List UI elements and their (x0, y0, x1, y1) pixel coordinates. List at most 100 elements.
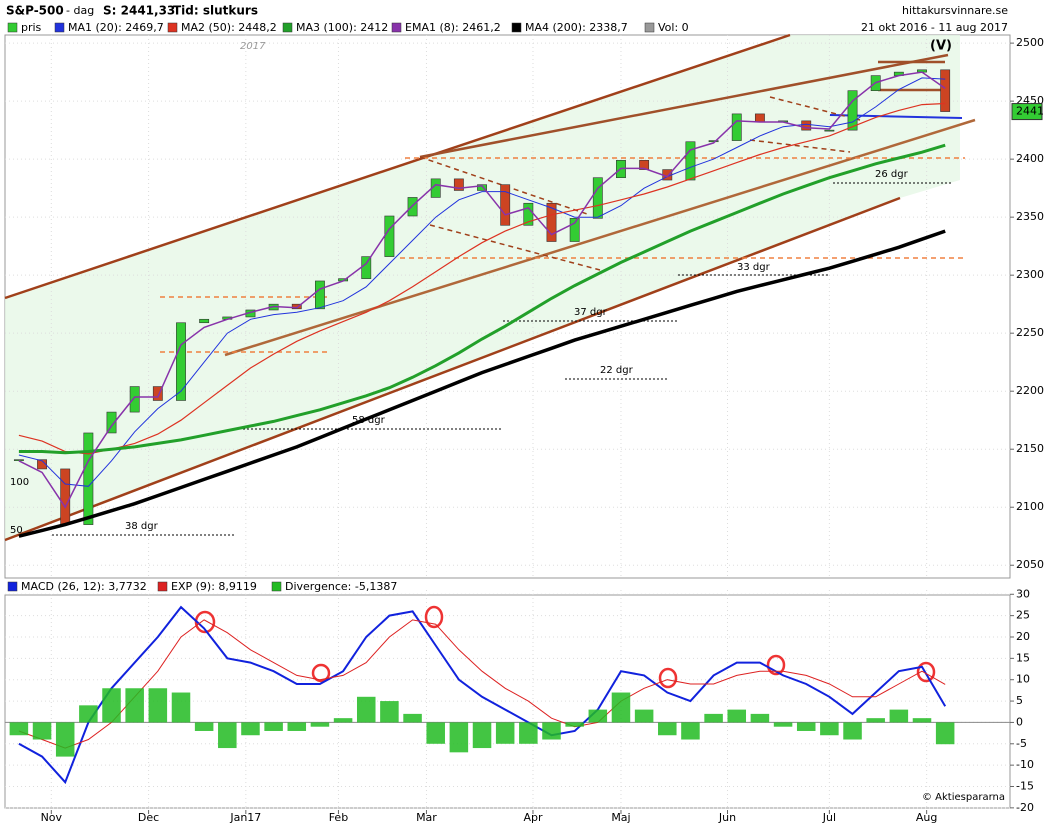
histogram-bar (148, 688, 168, 723)
indicator-line (18, 77, 946, 487)
histogram-bar (194, 722, 214, 731)
x-tick-label: Dec (138, 811, 159, 824)
histogram-bar (866, 718, 885, 723)
candle (708, 140, 719, 143)
circle (766, 654, 786, 676)
y-tick-label: 0 (1016, 715, 1023, 728)
annotation: 26 dgr (875, 169, 909, 180)
histogram-bar (912, 718, 932, 723)
histogram-bar (125, 688, 144, 723)
legend-swatch (511, 22, 522, 33)
histogram-bar (55, 722, 75, 757)
histogram-bar (519, 722, 538, 744)
close-label: S: 2441,33 (103, 4, 175, 18)
histogram-bar (588, 709, 608, 723)
histogram-bar (634, 709, 654, 723)
circle (658, 667, 678, 689)
x-tick-label: Mar (416, 811, 437, 824)
candle (60, 468, 71, 525)
legend-label: EMA1 (8): 2461,2 (405, 21, 501, 34)
histogram-bar (426, 722, 445, 744)
legend-label: pris (21, 21, 42, 34)
legend-label: Vol: 0 (658, 21, 689, 34)
candle (176, 322, 186, 401)
dashed-trend (419, 156, 591, 216)
candle (824, 129, 835, 132)
y-tick-label: 5 (1016, 694, 1023, 707)
legend-swatch (157, 581, 168, 592)
annotation: 33 dgr (737, 262, 771, 273)
candle (847, 90, 858, 131)
histogram-bar (449, 722, 469, 753)
indicator-line (18, 143, 946, 455)
indicator-line (18, 605, 947, 785)
y-tick-label: 20 (1016, 630, 1030, 643)
annotation: 38 dgr (125, 521, 159, 532)
x-tick-label: Jul (822, 811, 836, 824)
candle (291, 303, 302, 310)
ticker-title: S&P-500 (6, 4, 64, 18)
annotation: 58 dgr (352, 415, 386, 426)
dashed-trend (749, 139, 851, 153)
source: hittakursvinnare.se (902, 4, 1008, 17)
histogram-bar (727, 709, 747, 723)
histogram-bar (287, 722, 307, 731)
trend-line (4, 196, 901, 542)
legend-swatch (7, 581, 18, 592)
candle (801, 120, 812, 131)
candle (152, 386, 163, 401)
annotation: 2017 (240, 41, 266, 52)
candle (13, 459, 24, 461)
histogram-bar (820, 722, 839, 736)
indicator-line (18, 102, 946, 455)
x-tick-label: Jan17 (229, 811, 261, 824)
histogram-bar (9, 722, 29, 736)
y-tick-label: 2300 (1016, 268, 1044, 281)
last-value-tag (1011, 103, 1043, 121)
trend-line (419, 53, 949, 159)
histogram-bar (218, 722, 237, 749)
candle (477, 184, 487, 191)
candle (453, 178, 464, 191)
histogram-bar (658, 722, 677, 736)
candle (754, 113, 765, 123)
annotation: (V) (930, 39, 952, 54)
histogram-bar (796, 722, 816, 731)
dashed-trend (429, 224, 601, 271)
x-tick-label: Maj (611, 811, 630, 824)
indicator-line (18, 71, 946, 509)
trend-lines (4, 33, 976, 542)
candle (546, 202, 557, 242)
legend-label: MA2 (50): 2448,2 (181, 21, 277, 34)
y-tick-label: -5 (1016, 737, 1027, 750)
indicator-line (18, 229, 946, 538)
last-value-label: 2441 (1016, 105, 1044, 118)
histogram-bar (310, 722, 330, 727)
y-tick-label: 2050 (1016, 558, 1044, 571)
volume-tick-label: 50 (10, 525, 23, 536)
candle (37, 459, 47, 470)
circle (311, 663, 331, 683)
candle (569, 218, 580, 242)
legend-swatch (7, 22, 18, 33)
legend-label: MA4 (200): 2338,7 (525, 21, 628, 34)
histogram-bar (611, 692, 631, 723)
dashed-trend (769, 96, 861, 121)
histogram-bar (704, 713, 723, 723)
histogram-bar (403, 713, 422, 723)
annotation: 37 dgr (574, 307, 608, 318)
histogram-bar (333, 718, 353, 723)
volume-tick-label: 100 (10, 477, 29, 488)
histogram-bar (681, 722, 700, 740)
highlight-circles (194, 605, 936, 689)
time-label: Tid: slutkurs (173, 4, 258, 18)
y-tick-label: 30 (1016, 587, 1030, 600)
legend-label: MA3 (100): 2412 (296, 21, 388, 34)
histogram-bar (102, 688, 121, 723)
y-tick-label: -20 (1016, 801, 1034, 814)
legend-swatch (54, 22, 65, 33)
candle (639, 160, 650, 170)
y-tick-label: 2100 (1016, 500, 1044, 513)
histogram-bar (241, 722, 260, 736)
legend-swatch (167, 22, 178, 33)
